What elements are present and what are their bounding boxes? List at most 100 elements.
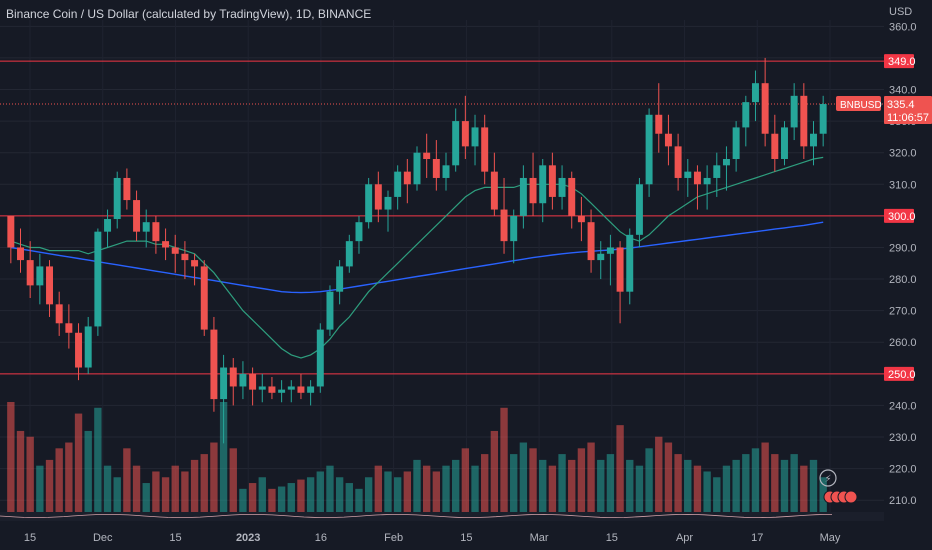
volume-bar: [219, 402, 228, 512]
volume-bar: [597, 459, 605, 512]
volume-bar: [422, 465, 431, 512]
candle-body: [75, 332, 83, 368]
candle-body: [278, 389, 286, 393]
volume-bar: [55, 448, 63, 512]
volume-bar: [364, 477, 373, 512]
candle-body: [693, 171, 701, 185]
candle-body: [819, 104, 827, 134]
candle-body: [626, 234, 634, 292]
candle-body: [152, 222, 160, 242]
volume-bar: [103, 465, 112, 512]
volume-bar: [674, 454, 682, 512]
candle-body: [239, 373, 247, 387]
candle-body: [336, 266, 344, 292]
candle-body: [133, 200, 141, 232]
volume-bar: [780, 459, 789, 512]
candle-body: [374, 184, 382, 210]
candle-body: [326, 291, 334, 330]
volume-bar: [210, 442, 218, 512]
candle-body: [790, 95, 798, 128]
candle-body: [345, 241, 353, 267]
volume-bar: [345, 483, 353, 512]
volume-bar: [393, 477, 402, 512]
horizontal-levels[interactable]: [0, 60, 884, 375]
time-tick-label: Feb: [384, 532, 403, 544]
candle-body: [171, 247, 179, 254]
volume-bar: [239, 488, 247, 512]
volume-bar: [326, 465, 334, 512]
time-tick-label: Apr: [676, 532, 693, 544]
candle-body: [384, 196, 392, 210]
volume-bar: [529, 448, 537, 512]
volume-bar: [616, 425, 624, 512]
candle-body: [287, 386, 295, 390]
time-tick-label: 16: [315, 532, 327, 544]
volume-bar: [200, 454, 208, 512]
volume-bar: [461, 448, 470, 512]
volume-bar: [229, 448, 237, 512]
volume-bar: [36, 465, 44, 512]
time-tick-label: 15: [606, 532, 618, 544]
candle-body: [664, 133, 672, 147]
candle-body: [84, 326, 92, 368]
volume-bar: [248, 483, 257, 512]
volume-bar: [645, 448, 653, 512]
candle-body: [539, 165, 547, 204]
time-tick-label: 15: [24, 532, 36, 544]
volume-bar: [45, 459, 54, 512]
candle-body: [55, 304, 63, 324]
candle-body: [123, 177, 131, 201]
time-axis[interactable]: 15 Dec 15 2023 16 Feb 15 Mar 15 Apr 17 May: [24, 532, 841, 544]
price-tick-label: 220.0: [889, 464, 917, 476]
candle-body: [210, 329, 218, 400]
price-tick-label: 340.0: [889, 85, 917, 97]
volume-bar: [94, 407, 102, 512]
grid: [0, 20, 884, 520]
candle-body: [432, 159, 440, 178]
candle-body: [316, 329, 324, 387]
candle-body: [722, 159, 730, 166]
volume-bar: [442, 465, 450, 512]
candle-body: [113, 177, 121, 220]
candle-body: [249, 373, 257, 390]
level-tag-bg: [884, 366, 914, 381]
volume-bar: [761, 442, 769, 512]
volume-bar: [374, 465, 382, 512]
level-tag-label: 349.0: [888, 56, 916, 68]
volume-bar: [287, 483, 295, 512]
alert-icon: [819, 469, 837, 487]
volume-bar: [171, 465, 179, 512]
volume-bar: [471, 465, 479, 512]
volume-bar: [742, 454, 750, 512]
volume-bar: [500, 407, 508, 512]
candle-body: [17, 247, 24, 261]
candle-body: [751, 83, 759, 103]
candle-body: [713, 165, 721, 178]
price-tag-bg: [884, 96, 932, 125]
candlesticks: [7, 57, 827, 444]
candle-body: [142, 222, 150, 232]
volume-bar: [84, 430, 92, 512]
volume-bars: [7, 402, 827, 512]
candle-body: [65, 323, 73, 333]
price-tick-label: 230.0: [889, 432, 917, 444]
candle-body: [568, 177, 576, 216]
volume-bar: [142, 483, 150, 512]
volume-bar: [819, 477, 827, 512]
candle-body: [732, 127, 740, 160]
level-tag-bg: [884, 54, 914, 69]
sma-long-line: [10, 221, 824, 294]
candle-body: [258, 386, 266, 390]
candle-body: [810, 133, 817, 147]
volume-bar: [684, 459, 692, 512]
candle-body: [461, 121, 469, 147]
price-axis[interactable]: 210.0 220.0 230.0 240.0 260.0 270.0 280.0 290.0…: [884, 21, 917, 507]
candle-body: [220, 367, 228, 400]
candle-body: [597, 253, 605, 261]
volume-bar: [113, 477, 121, 512]
volume-bar: [297, 479, 305, 512]
time-tick-label: Mar: [530, 532, 549, 544]
candle-body: [500, 209, 508, 242]
price-tick-label: 270.0: [889, 306, 917, 318]
